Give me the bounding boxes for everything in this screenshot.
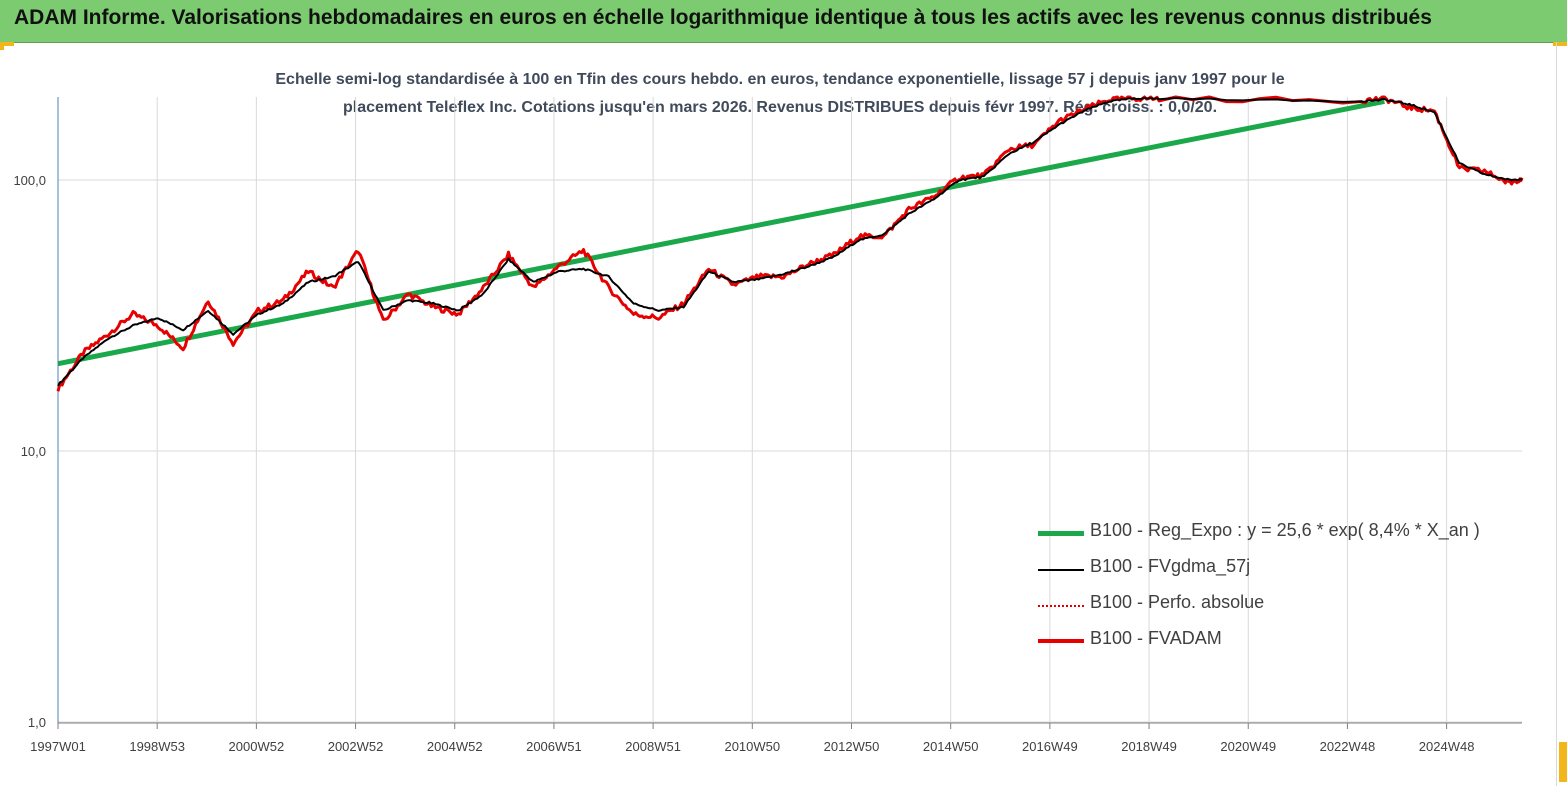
- chart-subtitle-line-1: Echelle semi-log standardisée à 100 en T…: [275, 71, 1285, 88]
- x-tick-label: 2020W49: [1220, 739, 1276, 754]
- y-tick-label: 1,0: [28, 715, 46, 730]
- chart-subtitle-line-2: placement Teleflex Inc. Cotations jusqu'…: [342, 99, 1218, 116]
- x-tick-label: 1998W53: [129, 739, 185, 754]
- series-line-thin-black: [57, 96, 1523, 387]
- x-tick-label: 1997W01: [30, 739, 86, 754]
- x-tick-label: 2010W50: [724, 739, 780, 754]
- x-tick-label: 2008W51: [625, 739, 681, 754]
- legend-label-fvadam: B100 - FVADAM: [1090, 628, 1222, 648]
- x-tick-label: 2024W48: [1419, 739, 1475, 754]
- axis-layer: 1997W01 1998W53 2000W52 2002W52 2004W52 2006W…: [13, 97, 1522, 754]
- grid-layer: [58, 97, 1522, 723]
- series-line-thick-red: [56, 95, 1524, 392]
- legend-label-smoothed: B100 - FVgdma_57j: [1090, 556, 1251, 576]
- x-tick-label: 2004W52: [427, 739, 483, 754]
- x-tick-label: 2016W49: [1022, 739, 1078, 754]
- legend-swatch-smoothed: [1038, 569, 1084, 571]
- x-tick-label: 2002W52: [328, 739, 384, 754]
- x-tick-label: 2012W50: [824, 739, 880, 754]
- legend-swatch-fvadam: [1038, 639, 1084, 643]
- corner-accent-bottom-right: [1559, 742, 1567, 782]
- corner-accent-top-left: [0, 42, 14, 46]
- frame-right: [1556, 42, 1557, 786]
- legend-label-absolute: B100 - Perfo. absolue: [1090, 592, 1265, 612]
- x-tick-label: 2006W51: [526, 739, 582, 754]
- legend-swatch-absolute: [1038, 605, 1084, 607]
- x-tick-label: 2000W52: [229, 739, 285, 754]
- x-tick-label: 2018W49: [1121, 739, 1177, 754]
- y-tick-label: 100,0: [13, 173, 46, 188]
- x-tick-label: 2014W50: [923, 739, 979, 754]
- series-line-dotted-red: [57, 96, 1523, 392]
- legend-swatch-regression: [1038, 531, 1084, 536]
- header-band: ADAM Informe. Valorisations hebdomadaire…: [0, 0, 1567, 43]
- y-tick-label: 10,0: [21, 444, 46, 459]
- corner-accent-top-left-side: [0, 42, 4, 50]
- page-title: ADAM Informe. Valorisations hebdomadaire…: [14, 6, 1432, 29]
- series-line-thick-green: [57, 98, 1385, 367]
- x-tick-label: 2022W48: [1320, 739, 1376, 754]
- corner-accent-top-right: [1553, 42, 1567, 46]
- legend-label-regression: B100 - Reg_Expo : y = 25,6 * exp( 8,4% *…: [1090, 520, 1480, 540]
- series-layer: [56, 95, 1524, 392]
